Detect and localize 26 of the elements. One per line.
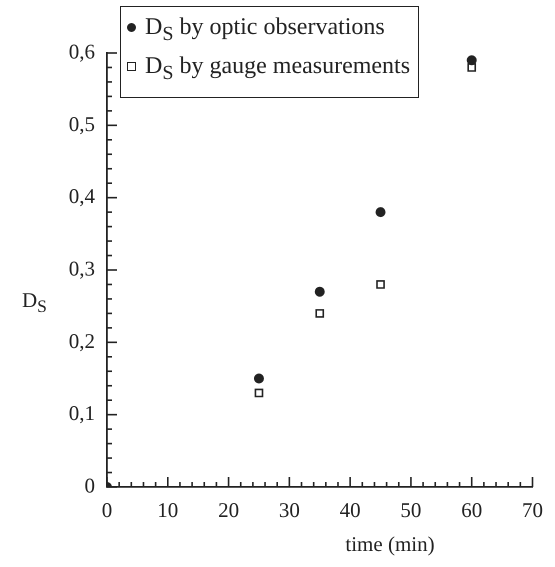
legend-label: D$_{S}$ by gauge measurements <box>145 52 410 84</box>
point <box>254 374 264 384</box>
point <box>466 55 477 66</box>
y-tick-label: 0,2 <box>68 328 95 353</box>
point <box>376 207 386 218</box>
x-tick-label: 30 <box>278 498 300 522</box>
y-tick-label: 0,4 <box>68 184 96 208</box>
y-tick-label: 0,3 <box>68 256 95 281</box>
x-tick-label: 40 <box>340 498 361 522</box>
y-tick-label: 0,5 <box>68 112 95 136</box>
point <box>314 286 325 297</box>
y-tick-label: 0 <box>84 474 95 498</box>
point <box>376 280 385 289</box>
legend-label: D$_{S}$ by optic observations <box>145 14 385 45</box>
x-tick-label: 0 <box>102 498 112 522</box>
x-tick-label: 70 <box>522 498 543 522</box>
y-axis-title: D$_{S}$ <box>22 288 47 318</box>
x-tick-label: 50 <box>400 498 422 522</box>
x-tick-label: 60 <box>461 498 482 522</box>
y-tick-label: 0,6 <box>68 40 95 64</box>
y-tick-label: 0,1 <box>68 401 95 426</box>
x-tick-label: 20 <box>218 498 240 522</box>
point <box>315 309 324 318</box>
point <box>254 388 264 398</box>
x-tick-label: 10 <box>157 498 178 522</box>
x-axis-title: time (min) <box>344 532 436 557</box>
